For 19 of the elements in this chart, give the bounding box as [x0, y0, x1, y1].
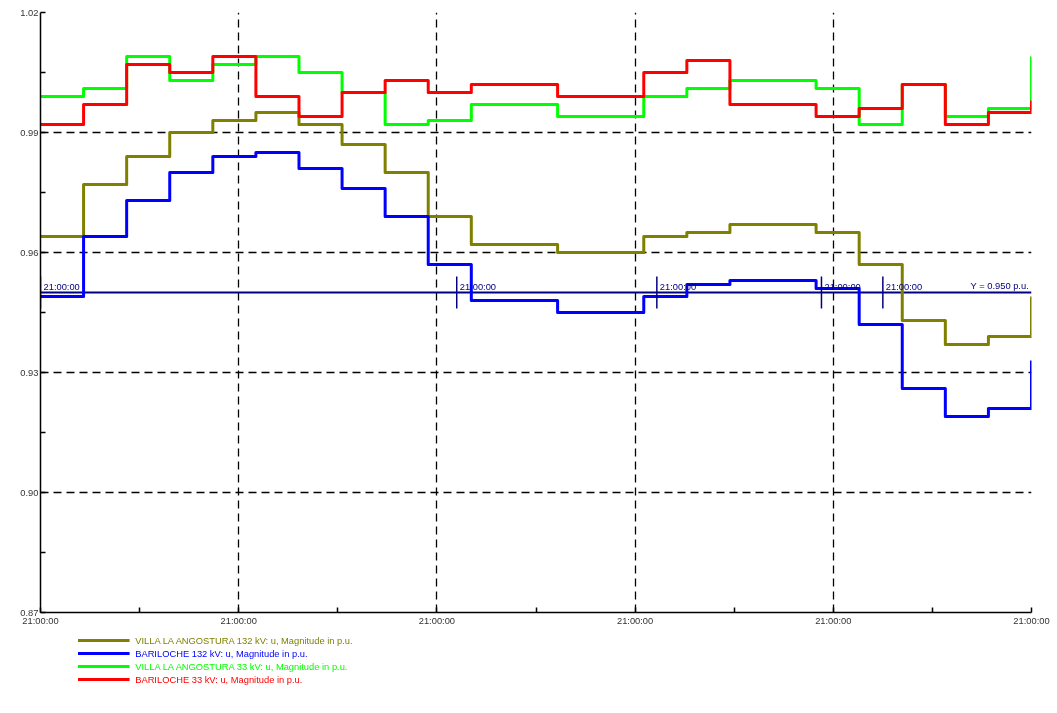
y-tick-label: 1.02 — [20, 7, 39, 18]
x-tick-label: 21:00:00 — [616, 615, 654, 626]
x-tick-label: 21:00:00 — [418, 615, 456, 626]
y-tick-label: 0.96 — [20, 247, 39, 258]
ref-line-label: Y = 0.950 p.u. — [970, 280, 1029, 291]
x-tick-label: 21:00:00 — [22, 615, 59, 626]
annotation: 21:00:00 — [43, 281, 80, 292]
text: VILLA LA ANGOSTURA 132 kV: u, Magnitude in p.u. — [135, 635, 353, 646]
y-tick-label: 0.87 — [20, 607, 39, 618]
x-tick-label: 21:00:00 — [220, 615, 257, 626]
annotation: 21:00:00 — [824, 281, 861, 292]
y-tick-label: 0.93 — [20, 367, 39, 378]
text: BARILOCHE 132 kV: u, Magnitude in p.u. — [135, 648, 308, 659]
x-tick-label: 21:00:00 — [1013, 615, 1050, 626]
text: VILLA LA ANGOSTURA 33 kV: u, Magnitude in p.u. — [135, 661, 348, 672]
y-tick-label: 0.99 — [20, 127, 39, 138]
x-tick-label: 21:00:00 — [815, 615, 852, 626]
y-tick-label: 0.90 — [20, 487, 39, 498]
text: BARILOCHE 33 kV: u, Magnitude in p.u. — [135, 674, 303, 685]
